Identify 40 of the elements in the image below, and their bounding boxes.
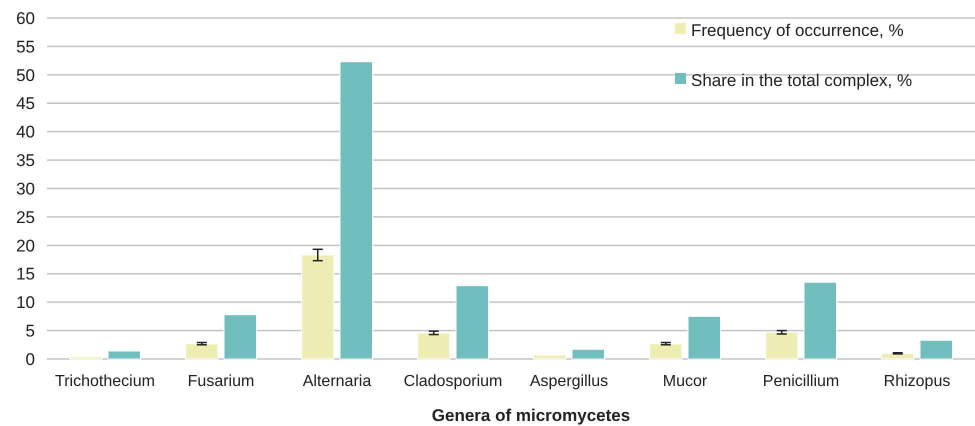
legend-label: Frequency of occurrence, % bbox=[691, 20, 904, 40]
y-tick-label: 40 bbox=[16, 122, 35, 142]
bar bbox=[765, 332, 798, 360]
x-tick-label: Trichothecium bbox=[55, 373, 155, 390]
x-tick-label: Aspergillus bbox=[530, 373, 608, 390]
y-tick-label: 45 bbox=[16, 94, 35, 114]
bar bbox=[108, 350, 141, 360]
y-tick-label: 25 bbox=[16, 208, 35, 227]
x-tick-label: Alternaria bbox=[302, 373, 372, 390]
bar bbox=[340, 61, 373, 360]
y-tick-label: 15 bbox=[16, 264, 35, 284]
bar bbox=[456, 285, 489, 360]
y-tick-label: 5 bbox=[26, 322, 35, 341]
bar bbox=[649, 343, 682, 360]
y-tick-label: 0 bbox=[26, 350, 35, 369]
y-tick-label: 30 bbox=[16, 179, 35, 198]
bar bbox=[69, 356, 102, 360]
y-tick-label: 55 bbox=[16, 37, 35, 56]
x-tick-label: Fusarium bbox=[188, 373, 254, 390]
y-tick-label: 10 bbox=[16, 293, 35, 312]
x-tick-label: Mucor bbox=[662, 373, 708, 390]
bar bbox=[533, 354, 566, 360]
x-tick-label: Cladosporium bbox=[404, 373, 502, 390]
y-tick-label: 20 bbox=[16, 236, 35, 256]
x-axis-title: Genera of micromycetes bbox=[432, 406, 630, 425]
y-tick-label: 60 bbox=[16, 8, 35, 28]
bar bbox=[920, 340, 953, 360]
bar bbox=[417, 332, 450, 360]
bar bbox=[804, 282, 837, 360]
bar bbox=[688, 316, 721, 360]
x-tick-label: Rhizopus bbox=[884, 373, 950, 390]
bar bbox=[185, 343, 218, 360]
x-tick-label: Penicillium bbox=[762, 373, 840, 390]
y-tick-label: 50 bbox=[16, 66, 35, 85]
y-tick-label: 35 bbox=[16, 151, 35, 170]
bar bbox=[224, 314, 257, 360]
bar bbox=[881, 352, 914, 360]
legend-label: Share in the total complex, % bbox=[691, 70, 912, 90]
bar bbox=[301, 254, 334, 360]
bar bbox=[572, 348, 605, 360]
